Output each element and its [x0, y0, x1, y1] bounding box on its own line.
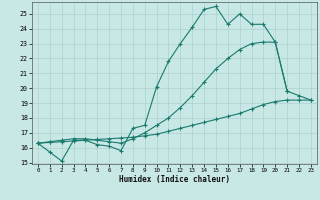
- X-axis label: Humidex (Indice chaleur): Humidex (Indice chaleur): [119, 175, 230, 184]
